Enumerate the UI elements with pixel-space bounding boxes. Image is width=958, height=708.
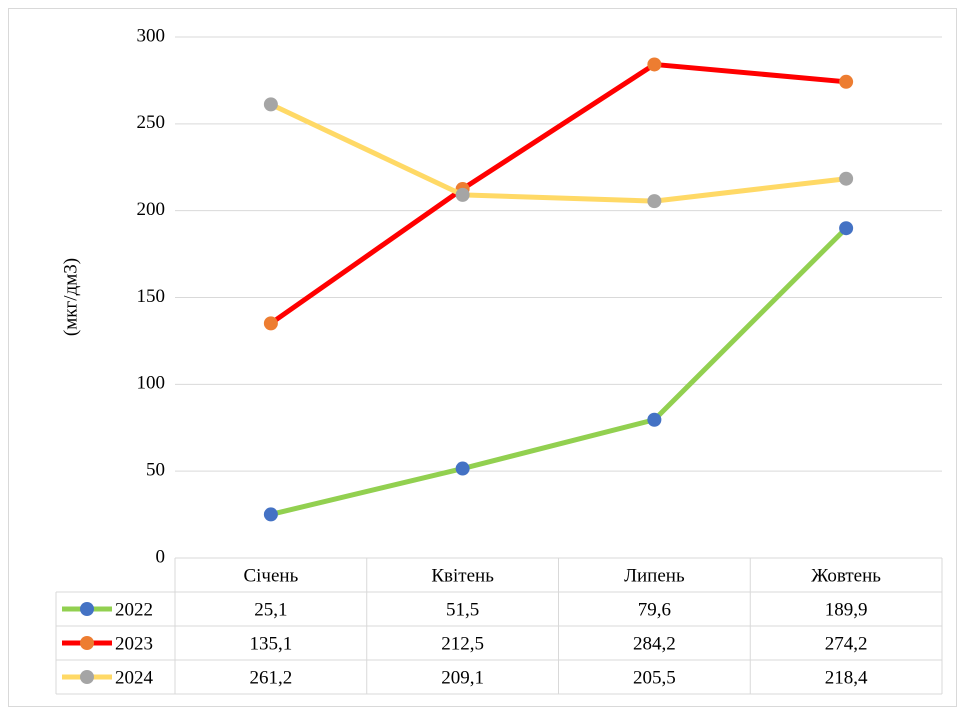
table-value: 274,2 xyxy=(825,633,868,654)
x-tick-label: Жовтень xyxy=(811,565,881,586)
series-marker xyxy=(263,316,278,331)
x-tick-label: Липень xyxy=(624,565,685,586)
series-marker xyxy=(839,171,854,186)
legend-marker xyxy=(80,602,94,616)
legend-label: 2024 xyxy=(115,667,154,688)
legend-marker xyxy=(80,670,94,684)
series-marker xyxy=(455,461,470,476)
table-value: 51,5 xyxy=(446,599,479,620)
table-value: 205,5 xyxy=(633,667,676,688)
series-marker xyxy=(647,412,662,427)
series-line xyxy=(268,101,849,204)
series-marker xyxy=(263,97,278,112)
y-tick-label: 50 xyxy=(146,460,165,481)
x-tick-label: Квітень xyxy=(431,565,494,586)
series-marker xyxy=(647,194,662,209)
table-value: 25,1 xyxy=(254,599,287,620)
y-tick-label: 300 xyxy=(137,25,166,46)
series-marker xyxy=(263,507,278,522)
chart-border xyxy=(8,8,957,707)
x-tick-label: Січень xyxy=(243,565,298,586)
table-value: 218,4 xyxy=(825,667,868,688)
y-tick-label: 0 xyxy=(156,546,166,567)
y-tick-label: 150 xyxy=(137,286,166,307)
table-value: 189,9 xyxy=(825,599,868,620)
table-value: 79,6 xyxy=(638,599,671,620)
series-marker xyxy=(647,57,662,72)
table-value: 209,1 xyxy=(441,667,484,688)
y-tick-label: 200 xyxy=(137,199,166,220)
series-marker xyxy=(839,221,854,236)
table-value: 261,2 xyxy=(250,667,293,688)
table-value: 284,2 xyxy=(633,633,676,654)
series-line xyxy=(268,61,849,326)
series-line xyxy=(268,225,849,517)
series-marker xyxy=(455,187,470,202)
legend-label: 2023 xyxy=(115,633,153,654)
legend-label: 2022 xyxy=(115,599,153,620)
table-value: 212,5 xyxy=(441,633,484,654)
table-value: 135,1 xyxy=(250,633,293,654)
y-tick-label: 250 xyxy=(137,112,166,133)
y-tick-label: 100 xyxy=(137,373,166,394)
series-marker xyxy=(839,74,854,89)
y-axis-label: (мкг/дм3) xyxy=(60,258,81,336)
legend-marker xyxy=(80,636,94,650)
